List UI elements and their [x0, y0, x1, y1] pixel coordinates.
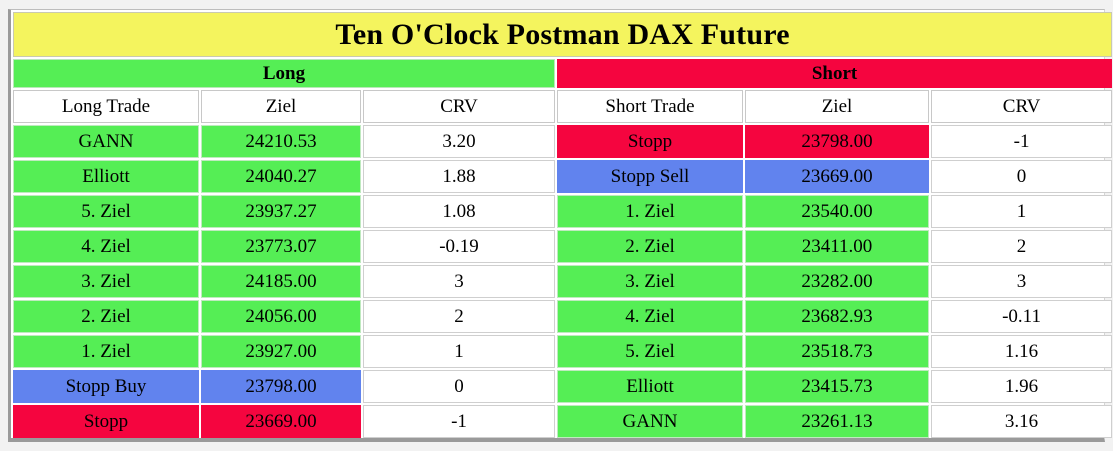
- short-ziel-cell: 23798.00: [745, 125, 929, 158]
- long-ziel-cell: 24056.00: [201, 300, 361, 333]
- long-trade-cell: 4. Ziel: [13, 230, 199, 263]
- long-side-header: Long: [13, 59, 555, 88]
- long-trade-cell: 5. Ziel: [13, 195, 199, 228]
- long-crv-cell: 2: [363, 300, 555, 333]
- table-row: 4. Ziel 23773.07 -0.19 2. Ziel 23411.00 2: [13, 230, 1113, 263]
- table-row: GANN 24210.53 3.20 Stopp 23798.00 -1: [13, 125, 1113, 158]
- trading-signal-sheet: Ten O'Clock Postman DAX Future Long Shor…: [8, 9, 1113, 442]
- table-row: 5. Ziel 23937.27 1.08 1. Ziel 23540.00 1: [13, 195, 1113, 228]
- signal-table: Ten O'Clock Postman DAX Future Long Shor…: [11, 10, 1113, 440]
- col-header-short-trade: Short Trade: [557, 90, 743, 123]
- long-trade-cell: Stopp: [13, 405, 199, 438]
- long-ziel-cell: 23773.07: [201, 230, 361, 263]
- short-trade-cell: 4. Ziel: [557, 300, 743, 333]
- long-crv-cell: 3.20: [363, 125, 555, 158]
- title-row: Ten O'Clock Postman DAX Future: [13, 12, 1113, 57]
- short-ziel-cell: 23282.00: [745, 265, 929, 298]
- long-ziel-cell: 24185.00: [201, 265, 361, 298]
- table-row: 2. Ziel 24056.00 2 4. Ziel 23682.93 -0.11: [13, 300, 1113, 333]
- short-crv-cell: 1: [931, 195, 1113, 228]
- short-ziel-cell: 23415.73: [745, 370, 929, 403]
- column-header-row: Long Trade Ziel CRV Short Trade Ziel CRV: [13, 90, 1113, 123]
- long-trade-cell: GANN: [13, 125, 199, 158]
- short-ziel-cell: 23669.00: [745, 160, 929, 193]
- long-crv-cell: 0: [363, 370, 555, 403]
- long-ziel-cell: 23669.00: [201, 405, 361, 438]
- long-ziel-cell: 24210.53: [201, 125, 361, 158]
- short-crv-cell: 3.16: [931, 405, 1113, 438]
- long-ziel-cell: 23927.00: [201, 335, 361, 368]
- long-crv-cell: 3: [363, 265, 555, 298]
- short-ziel-cell: 23261.13: [745, 405, 929, 438]
- col-header-long-ziel: Ziel: [201, 90, 361, 123]
- long-trade-cell: Stopp Buy: [13, 370, 199, 403]
- col-header-long-crv: CRV: [363, 90, 555, 123]
- long-trade-cell: Elliott: [13, 160, 199, 193]
- short-ziel-cell: 23682.93: [745, 300, 929, 333]
- side-header-row: Long Short: [13, 59, 1113, 88]
- short-trade-cell: 5. Ziel: [557, 335, 743, 368]
- long-trade-cell: 2. Ziel: [13, 300, 199, 333]
- short-crv-cell: 2: [931, 230, 1113, 263]
- short-crv-cell: -0.11: [931, 300, 1113, 333]
- table-row: Elliott 24040.27 1.88 Stopp Sell 23669.00 0: [13, 160, 1113, 193]
- long-trade-cell: 1. Ziel: [13, 335, 199, 368]
- long-ziel-cell: 24040.27: [201, 160, 361, 193]
- col-header-long-trade: Long Trade: [13, 90, 199, 123]
- page-title: Ten O'Clock Postman DAX Future: [13, 12, 1113, 57]
- short-trade-cell: Stopp: [557, 125, 743, 158]
- short-ziel-cell: 23411.00: [745, 230, 929, 263]
- short-trade-cell: 1. Ziel: [557, 195, 743, 228]
- short-ziel-cell: 23518.73: [745, 335, 929, 368]
- table-row: Stopp Buy 23798.00 0 Elliott 23415.73 1.96: [13, 370, 1113, 403]
- col-header-short-ziel: Ziel: [745, 90, 929, 123]
- long-trade-cell: 3. Ziel: [13, 265, 199, 298]
- col-header-short-crv: CRV: [931, 90, 1113, 123]
- table-row: Stopp 23669.00 -1 GANN 23261.13 3.16: [13, 405, 1113, 438]
- short-crv-cell: 1.16: [931, 335, 1113, 368]
- short-trade-cell: Elliott: [557, 370, 743, 403]
- short-side-header: Short: [557, 59, 1113, 88]
- long-ziel-cell: 23798.00: [201, 370, 361, 403]
- table-row: 1. Ziel 23927.00 1 5. Ziel 23518.73 1.16: [13, 335, 1113, 368]
- short-crv-cell: -1: [931, 125, 1113, 158]
- long-crv-cell: -0.19: [363, 230, 555, 263]
- long-crv-cell: 1: [363, 335, 555, 368]
- short-trade-cell: Stopp Sell: [557, 160, 743, 193]
- short-crv-cell: 0: [931, 160, 1113, 193]
- long-crv-cell: -1: [363, 405, 555, 438]
- long-crv-cell: 1.88: [363, 160, 555, 193]
- long-ziel-cell: 23937.27: [201, 195, 361, 228]
- short-crv-cell: 3: [931, 265, 1113, 298]
- long-crv-cell: 1.08: [363, 195, 555, 228]
- table-row: 3. Ziel 24185.00 3 3. Ziel 23282.00 3: [13, 265, 1113, 298]
- short-trade-cell: GANN: [557, 405, 743, 438]
- short-crv-cell: 1.96: [931, 370, 1113, 403]
- short-trade-cell: 2. Ziel: [557, 230, 743, 263]
- short-ziel-cell: 23540.00: [745, 195, 929, 228]
- short-trade-cell: 3. Ziel: [557, 265, 743, 298]
